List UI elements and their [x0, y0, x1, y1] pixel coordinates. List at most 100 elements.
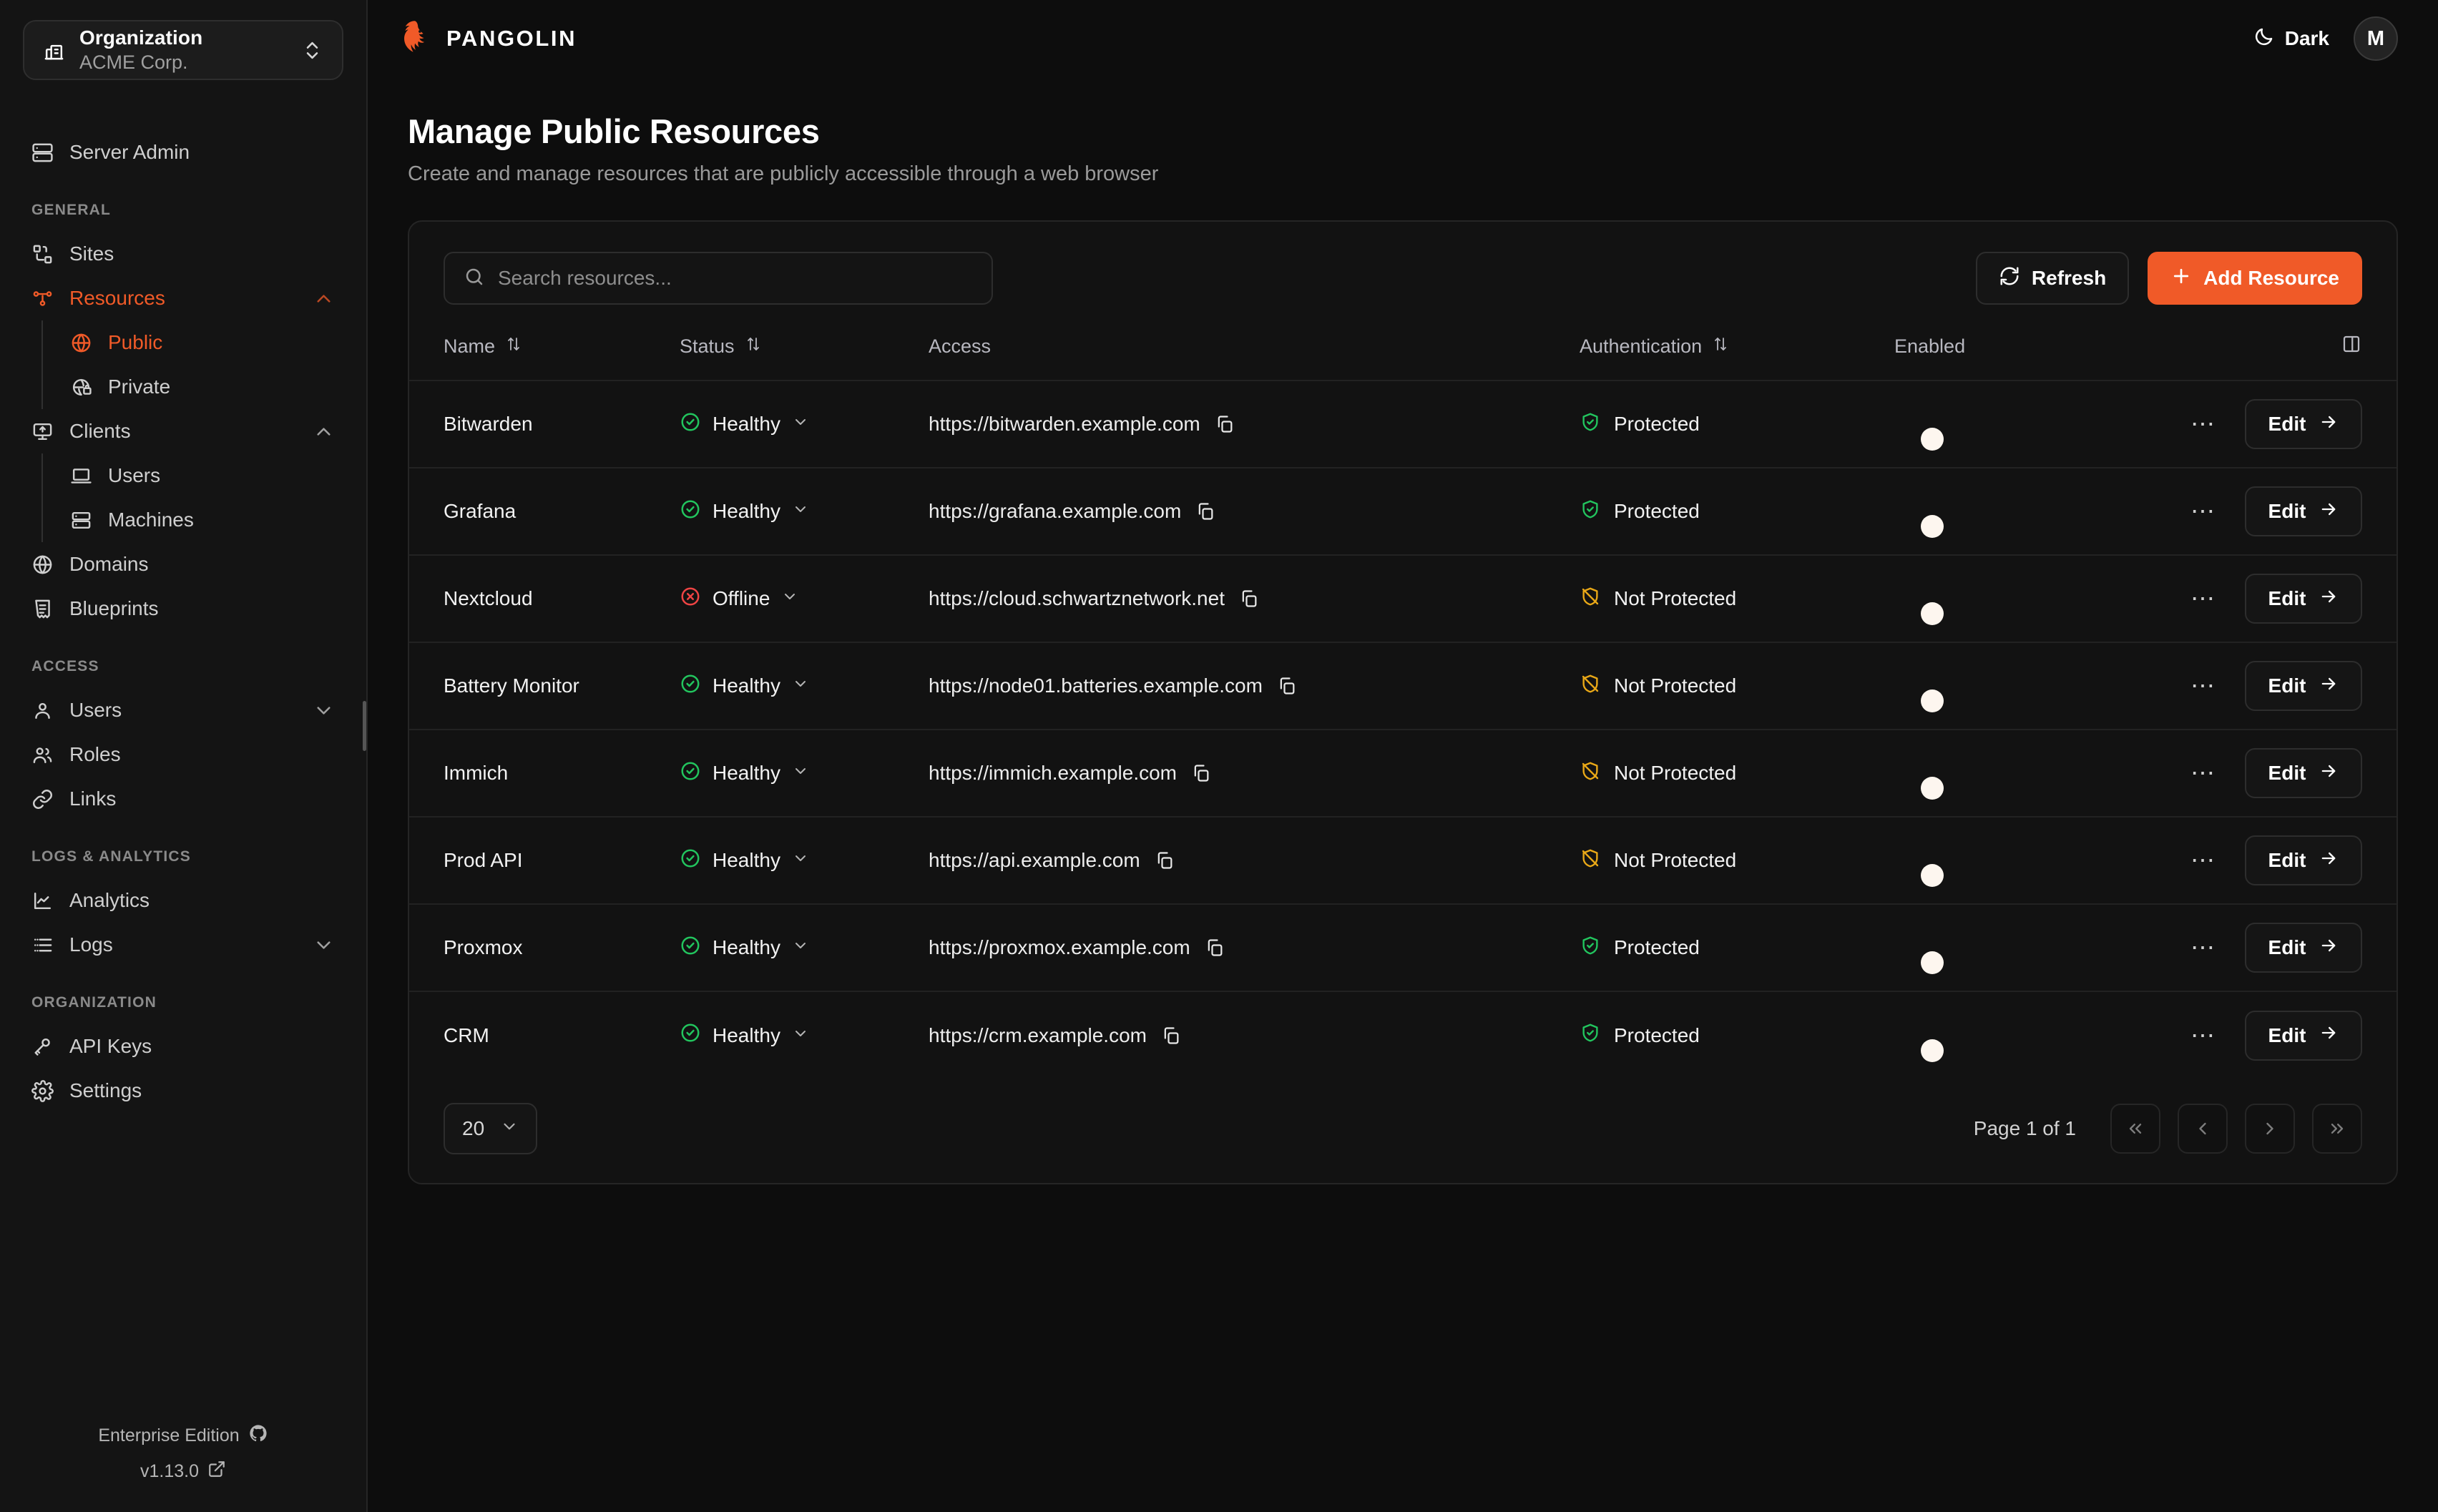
theme-toggle[interactable]: Dark: [2253, 26, 2329, 52]
columns-toggle-icon[interactable]: [2341, 333, 2362, 360]
edition-github-link[interactable]: Enterprise Edition: [98, 1423, 268, 1448]
sidebar-item-links[interactable]: Links: [0, 777, 366, 821]
table-row[interactable]: Nextcloud Offline https://cloud.schwartzne…: [409, 554, 2397, 642]
edit-button[interactable]: Edit: [2245, 923, 2362, 973]
status-badge[interactable]: Healthy: [680, 848, 929, 874]
resource-url[interactable]: https://cloud.schwartznetwork.net: [929, 587, 1225, 609]
row-menu-button[interactable]: ⋯: [2190, 934, 2216, 961]
resource-url[interactable]: https://immich.example.com: [929, 762, 1177, 784]
sidebar-item-resources[interactable]: Resources: [0, 276, 366, 320]
sidebar-item-public[interactable]: Public: [43, 320, 366, 365]
sidebar-item-client-users[interactable]: Users: [43, 453, 366, 498]
edit-button[interactable]: Edit: [2245, 835, 2362, 885]
sidebar-item-clients[interactable]: Clients: [0, 409, 366, 453]
org-switcher[interactable]: Organization ACME Corp.: [23, 20, 343, 80]
row-menu-button[interactable]: ⋯: [2190, 672, 2216, 699]
copy-icon[interactable]: [1205, 938, 1225, 958]
first-page-button[interactable]: [2110, 1104, 2160, 1154]
brand-logo[interactable]: PANGOLIN: [396, 19, 577, 59]
copy-icon[interactable]: [1155, 850, 1175, 870]
copy-icon[interactable]: [1195, 501, 1215, 521]
table-row[interactable]: Prod API Healthy https://api.example.com No…: [409, 816, 2397, 904]
edit-button[interactable]: Edit: [2245, 748, 2362, 798]
table-row[interactable]: CRM Healthy https://crm.example.com Protect…: [409, 991, 2397, 1079]
column-header-authentication[interactable]: Authentication: [1580, 326, 1894, 381]
building-icon: [43, 39, 65, 62]
row-menu-button[interactable]: ⋯: [2190, 411, 2216, 438]
version-link[interactable]: v1.13.0: [140, 1460, 226, 1483]
resource-url[interactable]: https://node01.batteries.example.com: [929, 674, 1263, 697]
edit-button[interactable]: Edit: [2245, 486, 2362, 536]
resource-url[interactable]: https://grafana.example.com: [929, 500, 1182, 522]
chevron-down-icon[interactable]: [313, 934, 335, 956]
sidebar-item-server-admin[interactable]: Server Admin: [0, 130, 366, 175]
edit-button[interactable]: Edit: [2245, 399, 2362, 449]
avatar[interactable]: M: [2354, 16, 2398, 61]
edit-button[interactable]: Edit: [2245, 574, 2362, 624]
chevron-down-icon[interactable]: [792, 674, 809, 697]
next-page-button[interactable]: [2245, 1104, 2295, 1154]
chevron-down-icon[interactable]: [792, 1024, 809, 1047]
sidebar-item-sites[interactable]: Sites: [0, 232, 366, 276]
chevron-down-icon[interactable]: [792, 936, 809, 959]
search-input[interactable]: [498, 267, 973, 290]
status-badge[interactable]: Healthy: [680, 499, 929, 525]
search-box[interactable]: [444, 252, 993, 305]
cell-enabled: [1894, 729, 2052, 817]
sidebar-item-domains[interactable]: Domains: [0, 542, 366, 586]
table-row[interactable]: Immich Healthy https://immich.example.com N…: [409, 729, 2397, 817]
chevron-down-icon[interactable]: [781, 587, 798, 610]
resource-url[interactable]: https://api.example.com: [929, 849, 1140, 871]
sidebar-item-logs[interactable]: Logs: [0, 923, 366, 967]
sidebar-item-machines[interactable]: Machines: [43, 498, 366, 542]
row-menu-button[interactable]: ⋯: [2190, 760, 2216, 787]
chevron-down-icon[interactable]: [792, 500, 809, 523]
resource-url[interactable]: https://crm.example.com: [929, 1023, 1147, 1046]
sidebar-item-private[interactable]: Private: [43, 365, 366, 409]
status-badge[interactable]: Healthy: [680, 935, 929, 961]
copy-icon[interactable]: [1161, 1026, 1181, 1046]
row-menu-button[interactable]: ⋯: [2190, 498, 2216, 525]
table-body: Bitwarden Healthy https://bitwarden.exampl…: [409, 380, 2397, 1079]
copy-icon[interactable]: [1215, 414, 1235, 434]
copy-icon[interactable]: [1277, 676, 1297, 696]
chevron-up-icon[interactable]: [313, 288, 335, 310]
table-row[interactable]: Proxmox Healthy https://proxmox.example.co…: [409, 903, 2397, 991]
chevron-down-icon[interactable]: [792, 762, 809, 785]
page-size-select[interactable]: 20: [444, 1103, 538, 1154]
previous-page-button[interactable]: [2178, 1104, 2228, 1154]
edit-button[interactable]: Edit: [2245, 661, 2362, 711]
resource-url[interactable]: https://bitwarden.example.com: [929, 413, 1200, 435]
status-badge[interactable]: Offline: [680, 586, 929, 612]
edit-button[interactable]: Edit: [2245, 1010, 2362, 1061]
resource-url[interactable]: https://proxmox.example.com: [929, 936, 1190, 958]
sidebar-item-analytics[interactable]: Analytics: [0, 878, 366, 923]
column-header-name[interactable]: Name: [409, 326, 680, 381]
copy-icon[interactable]: [1239, 589, 1259, 609]
refresh-button[interactable]: Refresh: [1975, 252, 2130, 305]
sidebar-item-roles[interactable]: Roles: [0, 732, 366, 777]
table-row[interactable]: Battery Monitor Healthy https://node01.bat…: [409, 642, 2397, 730]
status-badge[interactable]: Healthy: [680, 411, 929, 438]
sidebar-item-blueprints[interactable]: Blueprints: [0, 586, 366, 631]
row-menu-button[interactable]: ⋯: [2190, 585, 2216, 612]
row-menu-button[interactable]: ⋯: [2190, 1021, 2216, 1049]
chevron-down-icon[interactable]: [792, 849, 809, 872]
table-row[interactable]: Grafana Healthy https://grafana.example.co…: [409, 467, 2397, 555]
chevron-up-icon[interactable]: [313, 421, 335, 443]
chevron-down-icon[interactable]: [792, 413, 809, 436]
sidebar-item-api-keys[interactable]: API Keys: [0, 1024, 366, 1069]
add-resource-button[interactable]: Add Resource: [2148, 252, 2362, 305]
status-badge[interactable]: Healthy: [680, 760, 929, 787]
row-menu-button[interactable]: ⋯: [2190, 847, 2216, 874]
sidebar-item-users[interactable]: Users: [0, 688, 366, 732]
sidebar-item-settings[interactable]: Settings: [0, 1069, 366, 1113]
chevron-down-icon[interactable]: [313, 699, 335, 722]
last-page-button[interactable]: [2312, 1104, 2362, 1154]
table-row[interactable]: Bitwarden Healthy https://bitwarden.exampl…: [409, 380, 2397, 468]
sidebar-scrollbar[interactable]: [363, 701, 366, 751]
status-badge[interactable]: Healthy: [680, 1022, 929, 1049]
copy-icon[interactable]: [1191, 763, 1211, 783]
status-badge[interactable]: Healthy: [680, 673, 929, 699]
column-header-status[interactable]: Status: [680, 326, 929, 381]
